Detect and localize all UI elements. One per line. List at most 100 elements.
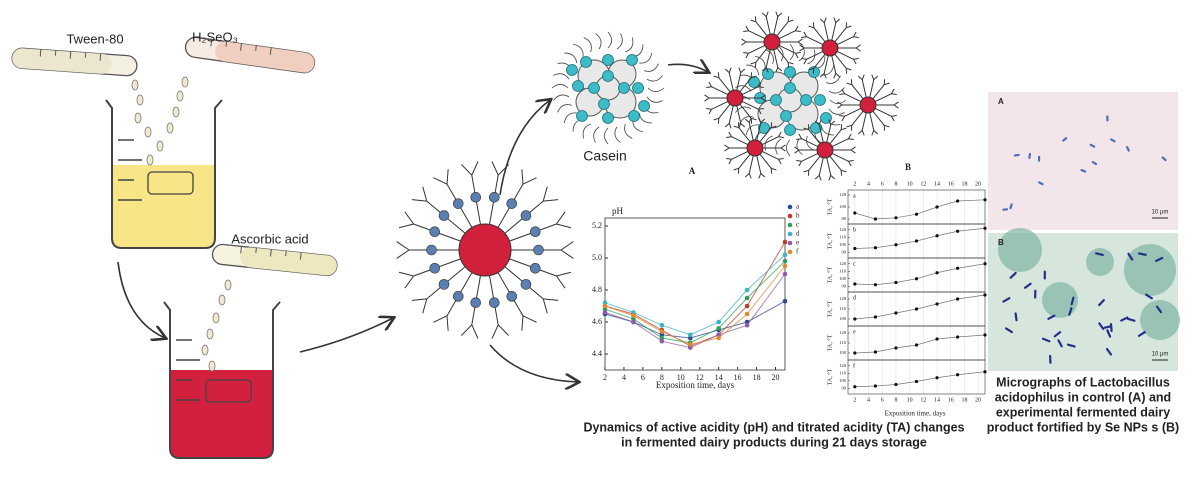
kappa-chain (765, 49, 774, 65)
head (529, 226, 541, 238)
head (488, 192, 500, 203)
panel-label: f (853, 362, 855, 369)
point (935, 376, 939, 380)
point (631, 316, 636, 322)
point (956, 199, 960, 203)
chain (831, 17, 841, 41)
drop (166, 122, 174, 134)
y-tick-label: 4.8 (592, 285, 602, 294)
point (744, 295, 750, 301)
stain-blot (998, 228, 1042, 272)
caption-line: product fortified by Se NPs s (B) (987, 420, 1179, 434)
point (873, 384, 878, 388)
y-axis-label: TA, °T (826, 300, 833, 317)
y-tick-label: 120 (839, 227, 847, 232)
calcium-phosphate (748, 76, 760, 88)
calcium-phosphate (770, 94, 782, 106)
x-tick-label: 4 (867, 397, 870, 403)
drop (208, 360, 216, 372)
chain (876, 101, 899, 109)
chain (801, 51, 824, 65)
chain (756, 155, 766, 179)
chain (839, 108, 862, 122)
chain (739, 103, 757, 124)
point (935, 302, 939, 306)
legend-marker (787, 222, 793, 228)
point (914, 212, 919, 216)
y-axis-label: TA, °T (826, 266, 833, 283)
head (488, 297, 500, 308)
legend-marker (787, 249, 793, 255)
tween-tube (11, 47, 138, 77)
chain (761, 11, 771, 35)
kappa-chain (786, 139, 791, 157)
rod (1095, 252, 1104, 257)
chain (761, 49, 771, 73)
chain (733, 122, 751, 143)
chain (761, 131, 784, 145)
ascorbic-acid-tube (211, 243, 338, 277)
kappa-chain (583, 37, 592, 53)
chain (846, 79, 864, 100)
chain (839, 88, 862, 102)
scale-label: 10 µm (1152, 352, 1169, 358)
stain-blot (1042, 282, 1078, 318)
selenous-acid-label: H₂SeO₃ (192, 29, 238, 44)
y-axis-label: TA, °T (826, 232, 833, 249)
calcium-phosphate (602, 112, 614, 124)
point (602, 306, 608, 312)
chain (834, 22, 852, 43)
panel-label: d (853, 295, 856, 301)
y-tick-label: 120 (839, 192, 847, 197)
chain (743, 45, 766, 59)
panel-label: c (853, 261, 856, 267)
kappa-chain (828, 108, 845, 115)
point (914, 307, 919, 311)
kappa-chain (604, 127, 609, 145)
micrograph-label: A (998, 97, 1004, 106)
point (687, 345, 693, 350)
x-tick-label: 14 (934, 397, 940, 403)
ph-chart: A pH Exposition time, days 4.4 4.6 4.8 5.0 5… (592, 166, 800, 390)
x-tick-label: 18 (961, 181, 967, 187)
rod (1126, 317, 1136, 322)
se-core (726, 89, 744, 107)
rod (1098, 299, 1105, 307)
calcium-phosphate (566, 64, 578, 76)
x-axis-label: Exposition time, days (656, 380, 735, 390)
ascorbic-acid-label: Ascorbic acid (231, 231, 308, 246)
rod (1037, 155, 1041, 162)
x-tick-label: 4 (867, 181, 870, 187)
y-tick-label: 100 (839, 350, 847, 355)
chain (724, 67, 734, 91)
rod (1002, 208, 1009, 211)
rod (1062, 137, 1068, 142)
kappa-chain (614, 126, 621, 143)
chain (724, 144, 747, 152)
x-tick-label: 18 (753, 373, 761, 382)
head (452, 291, 464, 302)
rod (1043, 270, 1046, 280)
rod (1106, 329, 1112, 338)
chain (759, 122, 777, 143)
rod (1098, 322, 1105, 331)
kappa-chain (607, 31, 612, 49)
kappa-chain (624, 123, 633, 139)
kappa-chain (563, 112, 577, 123)
chain (796, 153, 819, 167)
y-axis-label: pH (612, 206, 624, 216)
chain (780, 38, 803, 46)
y-tick-label: 110 (839, 370, 846, 375)
chain (704, 94, 727, 102)
chain (808, 53, 826, 74)
calcium-phosphate (784, 82, 796, 94)
drop (172, 106, 180, 118)
chain (744, 155, 754, 179)
se-nanoparticle (396, 161, 574, 339)
scale-label: 10 µm (1152, 210, 1169, 216)
point (935, 205, 939, 209)
x-tick-label: 16 (948, 397, 954, 403)
panel-label: A (689, 166, 696, 176)
chain (869, 74, 879, 98)
kappa-chain (829, 99, 847, 104)
